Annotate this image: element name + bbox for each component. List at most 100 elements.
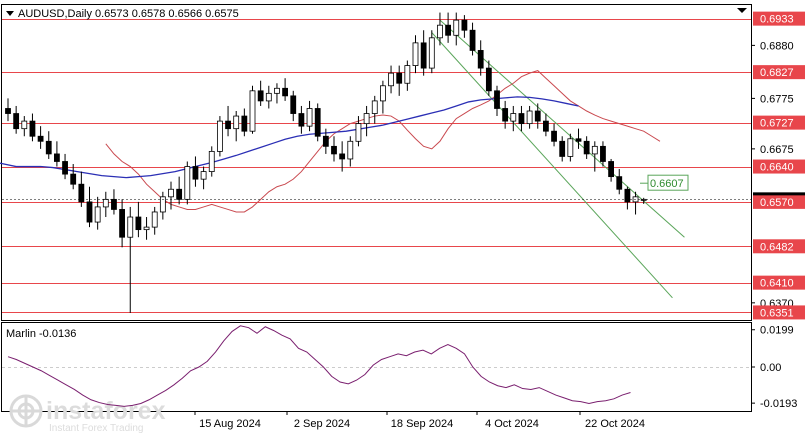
candle-body: [151, 211, 158, 228]
candle: [151, 206, 158, 235]
level-label-text: 0.6727: [760, 118, 794, 130]
level-price-label: 0.6482: [753, 239, 805, 254]
candle: [608, 158, 614, 182]
candle-body: [551, 130, 557, 142]
candle: [494, 85, 500, 117]
candle-body: [624, 188, 631, 203]
level-label-box: [753, 159, 805, 174]
target-label: 0.6607: [640, 174, 689, 191]
level-price-label: 0.6570: [753, 194, 805, 209]
candle-body: [127, 216, 134, 238]
candle-body: [111, 198, 117, 210]
level-label-text: 0.6640: [760, 162, 794, 174]
candle: [339, 141, 346, 172]
candle-body: [591, 145, 598, 155]
candle-body: [225, 120, 231, 130]
candle-body: [331, 145, 337, 155]
candle: [543, 113, 549, 137]
time-tick-label: 4 Oct 2024: [485, 418, 539, 430]
candle-body: [494, 90, 500, 109]
candle-body: [290, 95, 297, 114]
candle: [21, 116, 28, 137]
candle-body: [485, 67, 492, 92]
candle: [159, 191, 166, 220]
marlin-oscillator: [2, 325, 751, 407]
candle-body: [45, 140, 52, 155]
level-price-label: 0.6640: [753, 159, 805, 174]
candle: [111, 189, 117, 215]
level-label-box: [753, 11, 805, 26]
level-label-text: 0.6351: [760, 307, 794, 319]
candle: [29, 113, 36, 142]
level-label-box: [753, 275, 805, 290]
candle: [168, 181, 174, 210]
candle: [119, 199, 125, 248]
candle-body: [233, 115, 240, 130]
horizontal-levels: [2, 19, 751, 313]
chart-menu-triangle-icon[interactable]: [737, 8, 747, 13]
candle-body: [347, 140, 354, 160]
candle-body: [29, 120, 36, 137]
candle: [94, 196, 101, 230]
moving-averages: [0, 70, 661, 213]
candle: [282, 78, 289, 101]
candle: [534, 103, 541, 129]
candle-body: [86, 201, 93, 223]
candle-body: [412, 42, 419, 66]
symbol-header: AUDUSD,Daily 0.6573 0.6578 0.6566 0.6575: [18, 8, 239, 20]
candle-body: [176, 188, 183, 200]
candle: [306, 100, 313, 132]
candle-body: [388, 72, 394, 87]
candle-body: [249, 90, 256, 132]
candle: [616, 169, 623, 195]
candle-body: [13, 113, 20, 130]
candle-body: [265, 92, 272, 102]
level-price-label: 0.6933: [753, 11, 805, 26]
candle-body: [371, 100, 378, 114]
level-price-label: 0.6351: [753, 305, 805, 320]
candle: [54, 141, 60, 167]
candle-body: [428, 37, 435, 69]
oscillator-tick-label: 0.00: [760, 362, 781, 374]
candle-body: [477, 50, 484, 69]
candle: [624, 186, 631, 210]
candle: [485, 60, 492, 96]
candle-body: [200, 171, 207, 180]
candle: [445, 12, 452, 43]
candle-body: [559, 140, 566, 157]
candle-body: [437, 24, 443, 39]
time-tick-label: 15 Aug 2024: [199, 418, 261, 430]
level-label-box: [753, 239, 805, 254]
symbol-dropdown-icon[interactable]: [6, 11, 14, 16]
candle: [143, 217, 150, 240]
candle-body: [257, 90, 264, 102]
candle-body: [37, 135, 44, 142]
channel-lower-line: [431, 32, 673, 299]
candle-body: [543, 120, 549, 132]
candle: [314, 103, 321, 142]
candle: [355, 116, 362, 147]
candle: [184, 161, 191, 205]
oscillator-tick-label: 0.0199: [760, 325, 794, 337]
candle: [600, 141, 606, 167]
time-axis: 15 Aug 2024 2 Sep 2024 18 Sep 2024 4 Oct 20…: [194, 411, 645, 430]
candle-body: [600, 145, 606, 162]
candle: [526, 105, 533, 129]
candle: [127, 206, 134, 313]
candle-body: [404, 65, 411, 84]
candle-body: [314, 108, 321, 137]
level-label-box: [753, 194, 805, 209]
candle: [559, 136, 566, 162]
candle: [379, 80, 386, 114]
candle-body: [534, 110, 541, 122]
candle-body: [159, 196, 166, 213]
candle-body: [420, 42, 427, 69]
candle: [567, 133, 574, 162]
candle: [322, 128, 329, 154]
price-tick-label: 0.6675: [760, 144, 794, 156]
time-tick-label: 2 Sep 2024: [294, 418, 350, 430]
candle: [428, 30, 435, 74]
watermark-tagline: Instant Forex Trading: [49, 423, 144, 434]
